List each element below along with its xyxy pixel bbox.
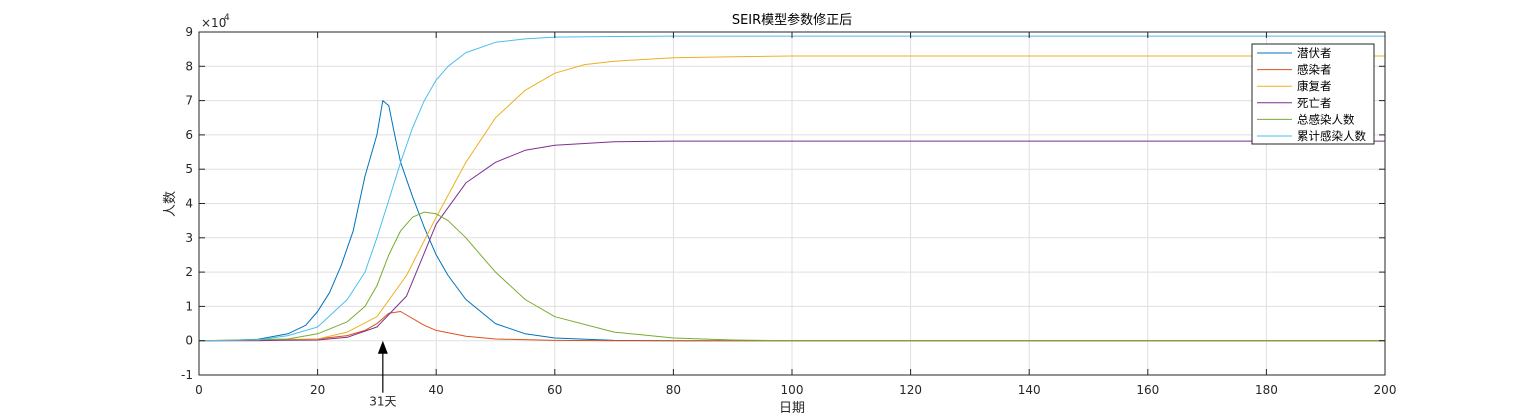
x-tick-label: 100 xyxy=(781,383,804,397)
y-tick-label: -1 xyxy=(181,368,193,382)
x-tick-label: 200 xyxy=(1374,383,1397,397)
chart-title: SEIR模型参数修正后 xyxy=(732,12,852,28)
series-line-3 xyxy=(198,55,1385,342)
y-tick-label: 6 xyxy=(185,128,193,142)
y-exponent-base: ×10 xyxy=(201,16,226,30)
x-tick-label: 160 xyxy=(1136,383,1159,397)
y-tick-label: 4 xyxy=(185,197,193,211)
y-tick-label: 0 xyxy=(185,334,193,348)
series-lines xyxy=(198,35,1385,342)
series-line-4 xyxy=(198,140,1385,342)
y-tick-label: 9 xyxy=(185,25,193,39)
annotation-label: 31天 xyxy=(369,395,396,409)
series-line-1 xyxy=(198,100,1385,342)
series-line-2 xyxy=(199,311,1385,342)
series-line-5 xyxy=(198,211,1385,342)
y-tick-label: 3 xyxy=(185,231,193,245)
legend-label-5: 总感染人数 xyxy=(1297,112,1355,126)
series-line-6 xyxy=(198,35,1385,342)
x-tick-label: 120 xyxy=(899,383,922,397)
legend-label-6: 累计感染人数 xyxy=(1297,129,1366,143)
x-tick-labels: 0 20 40 60 80 100 120 140 160 180 200 xyxy=(195,383,1396,397)
x-axis-label: 日期 xyxy=(779,401,805,416)
legend-box xyxy=(1251,43,1375,145)
legend-label-2: 感染者 xyxy=(1297,63,1332,77)
legend-label-1: 潜伏者 xyxy=(1297,46,1332,60)
y-tick-labels: -1 0 1 2 3 4 5 6 7 8 9 xyxy=(181,25,193,382)
x-tick-label: 140 xyxy=(1018,383,1041,397)
y-exponent-label: ×10 4 xyxy=(201,13,230,30)
y-tick-label: 8 xyxy=(185,59,193,73)
annotation: 31天 xyxy=(369,340,396,409)
x-tick-label: 80 xyxy=(666,383,681,397)
annotation-arrow-head xyxy=(377,340,388,354)
axis-ticks xyxy=(198,31,1386,376)
y-tick-label: 1 xyxy=(185,299,193,313)
legend-label-3: 康复者 xyxy=(1297,79,1332,93)
legend-label-4: 死亡者 xyxy=(1297,96,1332,110)
y-axis-label: 人数 xyxy=(163,191,178,217)
y-tick-label: 5 xyxy=(185,162,193,176)
x-tick-label: 180 xyxy=(1255,383,1278,397)
x-tick-label: 40 xyxy=(429,383,444,397)
y-exponent-power: 4 xyxy=(224,13,230,23)
y-tick-label: 2 xyxy=(185,265,193,279)
x-tick-label: 60 xyxy=(547,383,562,397)
x-tick-label: 20 xyxy=(310,383,325,397)
y-tick-label: 7 xyxy=(185,94,193,108)
x-tick-label: 0 xyxy=(195,383,203,397)
